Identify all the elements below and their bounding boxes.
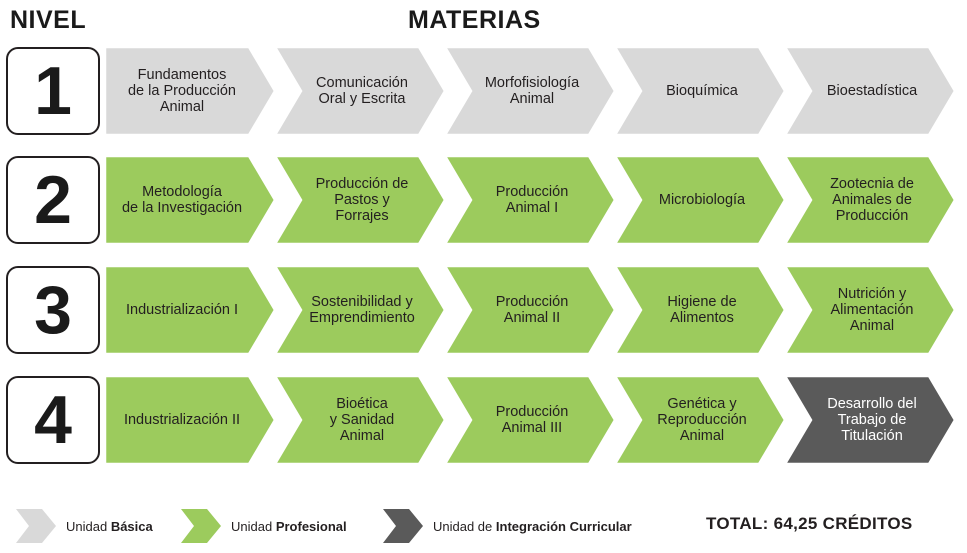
chevron-basica (443, 47, 617, 135)
nivel-number-4: 4 (6, 376, 100, 464)
chevron-shapes (105, 156, 957, 244)
materias-chevrons: Fundamentos de la Producción Animal Comun… (105, 47, 957, 135)
materia-label: Industrialización II (123, 412, 241, 428)
chevron-profesional (273, 376, 447, 464)
chevron-profesional (783, 156, 957, 244)
materia-label: Fundamentos de la Producción Animal (127, 67, 236, 115)
legend-item-integracion: Unidad de Integración Curricular (383, 509, 632, 543)
chevron-profesional (613, 376, 787, 464)
materia-label: Metodología de la Investigación (121, 184, 243, 216)
chevron-profesional (613, 266, 787, 354)
legend-swatch-profesional (181, 509, 221, 543)
total-creditos: TOTAL: 64,25 CRÉDITOS (706, 514, 913, 533)
materias-header: MATERIAS (408, 6, 541, 34)
nivel-header: NIVEL (10, 6, 87, 34)
chevron-profesional (105, 266, 277, 354)
materia-label: Producción Animal I (495, 184, 569, 216)
chevron-basica (613, 47, 787, 135)
chevron-basica (273, 47, 447, 135)
materia-label: Sostenibilidad y Emprendimiento (309, 294, 415, 326)
materia-label: Producción Animal II (495, 294, 569, 326)
materias-chevrons: Industrialización II Bioética y Sanidad A… (105, 376, 957, 464)
legend-swatch-basica-shape (16, 509, 56, 543)
chevron-profesional (613, 156, 787, 244)
chevron-profesional (105, 156, 277, 244)
chevron-shapes (105, 266, 957, 354)
materia-label: Comunicación Oral y Escrita (316, 75, 408, 107)
materia-label: Microbiología (658, 192, 746, 208)
chevron-profesional (443, 266, 617, 354)
chevron-shapes (105, 376, 957, 464)
materia-label: Zootecnia de Animales de Producción (830, 176, 914, 224)
materia-label: Genética y Reproducción Animal (657, 396, 747, 444)
legend-prefix-profesional: Unidad (231, 518, 276, 534)
materia-label: Bioestadística (826, 83, 918, 99)
legend-prefix-basica: Unidad (66, 518, 111, 534)
materia-label: Desarrollo del Trabajo de Titulación (827, 396, 917, 444)
materia-label: Nutrición y Alimentación Animal (830, 286, 914, 334)
nivel-number-1: 1 (6, 47, 100, 135)
nivel-row-3: 3 Industrialización I Sostenibilidad y Emp… (0, 266, 967, 354)
chevron-profesional (443, 156, 617, 244)
legend-swatch-profesional-shape (181, 509, 221, 543)
materia-label: Producción de Pastos y Forrajes (315, 176, 409, 224)
legend-label-integracion: Integración Curricular (495, 518, 632, 534)
materia-label: Bioquímica (666, 83, 738, 99)
legend: Unidad Básica Unidad Profesional Unidad … (0, 509, 967, 543)
chevron-basica (105, 47, 277, 135)
chevron-basica (783, 47, 957, 135)
materia-label: Bioética y Sanidad Animal (329, 396, 395, 444)
materias-chevrons: Metodología de la Investigación Producció… (105, 156, 957, 244)
nivel-number-3: 3 (6, 266, 100, 354)
chevron-shapes (105, 47, 957, 135)
materia-label: Industrialización I (125, 302, 239, 318)
chevron-profesional (273, 156, 447, 244)
chevron-profesional (783, 266, 957, 354)
materia-label: Higiene de Alimentos (667, 294, 737, 326)
materia-label: Producción Animal III (495, 404, 569, 436)
legend-item-basica: Unidad Básica (16, 509, 153, 543)
legend-label-profesional: Profesional (275, 518, 347, 534)
nivel-row-4: 4 Industrialización II Bioética y Sanidad … (0, 376, 967, 464)
nivel-row-2: 2 Metodología de la Investigación Producci… (0, 156, 967, 244)
legend-swatch-integracion-shape (383, 509, 423, 543)
legend-swatch-basica (16, 509, 56, 543)
chevron-integracion (783, 376, 957, 464)
legend-item-profesional: Unidad Profesional (181, 509, 347, 543)
chevron-profesional (443, 376, 617, 464)
legend-prefix-integracion: Unidad de (433, 518, 496, 534)
nivel-number-2: 2 (6, 156, 100, 244)
materia-label: Morfofisiología Animal (484, 75, 580, 107)
chevron-profesional (273, 266, 447, 354)
nivel-row-1: 1 Fundamentos de la Producción Animal Comu… (0, 47, 967, 135)
materias-chevrons: Industrialización I Sostenibilidad y Empr… (105, 266, 957, 354)
legend-swatch-integracion (383, 509, 423, 543)
chevron-profesional (105, 376, 277, 464)
legend-label-basica: Básica (110, 518, 153, 534)
